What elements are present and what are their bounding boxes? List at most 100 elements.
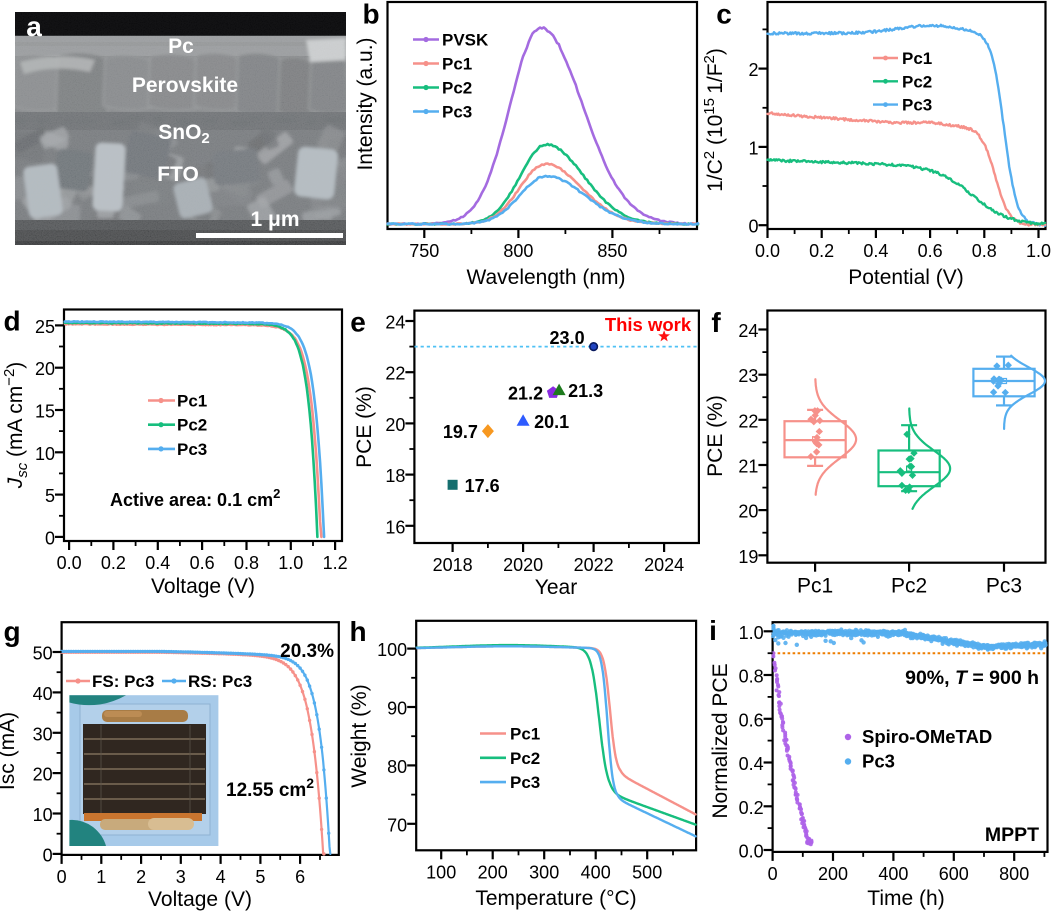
svg-text:Voltage (V): Voltage (V) [151,575,255,598]
svg-text:3: 3 [176,867,186,887]
svg-text:0.6: 0.6 [739,710,764,730]
svg-text:Active area: 0.1 cm2: Active area: 0.1 cm2 [110,486,280,510]
svg-text:1.0: 1.0 [739,623,764,643]
svg-text:Pc1: Pc1 [442,55,472,74]
svg-text:PVSK: PVSK [442,31,489,50]
svg-text:Pc: Pc [168,35,194,58]
svg-text:400: 400 [878,864,908,884]
svg-text:0: 0 [748,217,758,237]
svg-text:Temperature (°C): Temperature (°C) [475,887,636,910]
svg-text:1.0: 1.0 [1026,241,1051,261]
svg-text:400: 400 [581,862,611,882]
svg-text:24: 24 [385,313,405,333]
svg-text:Intensity (a.u.): Intensity (a.u.) [354,37,377,170]
svg-text:0.8: 0.8 [739,667,764,687]
svg-text:200: 200 [478,862,508,882]
svg-text:PCE (%): PCE (%) [704,395,727,477]
svg-text:FS: Pc3: FS: Pc3 [92,672,154,691]
svg-text:1: 1 [96,867,106,887]
svg-text:19.7: 19.7 [443,422,478,442]
svg-text:MPPT: MPPT [985,824,1039,846]
svg-text:19: 19 [738,547,758,567]
svg-text:Pc1: Pc1 [177,392,207,411]
svg-text:RS: Pc3: RS: Pc3 [188,672,252,691]
svg-text:23.0: 23.0 [550,328,585,348]
svg-text:300: 300 [529,862,559,882]
svg-text:800: 800 [999,864,1029,884]
svg-text:Pc3: Pc3 [862,751,895,772]
svg-text:22: 22 [738,411,758,431]
svg-text:20: 20 [385,415,405,435]
svg-text:Normalized PCE: Normalized PCE [709,663,732,818]
svg-text:10: 10 [35,444,55,464]
svg-text:17.6: 17.6 [465,476,500,496]
svg-text:1.0: 1.0 [278,553,303,573]
svg-text:18: 18 [385,466,405,486]
svg-text:Isc (mA): Isc (mA) [0,712,19,790]
svg-text:Pc3: Pc3 [177,440,207,459]
svg-text:2020: 2020 [503,555,543,575]
svg-text:Pc1: Pc1 [797,575,833,598]
svg-text:0.2: 0.2 [739,798,764,818]
svg-text:d: d [3,306,20,337]
svg-text:750: 750 [409,241,439,261]
svg-text:0.2: 0.2 [101,553,126,573]
svg-text:0.0: 0.0 [755,241,780,261]
svg-text:Pc2: Pc2 [510,749,540,768]
svg-text:1/C2 (1015 1/F2): 1/C2 (1015 1/F2) [701,48,727,192]
svg-text:Pc2: Pc2 [891,575,927,598]
svg-text:Wavelength (nm): Wavelength (nm) [466,266,625,289]
svg-text:c: c [716,0,732,30]
svg-text:70: 70 [387,815,407,835]
svg-text:15: 15 [35,402,55,422]
svg-text:0.8: 0.8 [972,241,997,261]
svg-text:Pc1: Pc1 [510,725,540,744]
svg-text:0.2: 0.2 [809,241,834,261]
svg-text:40: 40 [33,684,53,704]
svg-text:80: 80 [387,757,407,777]
svg-text:Pc2: Pc2 [442,79,472,98]
svg-text:Pc3: Pc3 [986,575,1022,598]
svg-text:Year: Year [535,576,577,599]
svg-text:e: e [350,307,366,338]
svg-text:i: i [709,615,717,646]
svg-text:90%, T = 900 h: 90%, T = 900 h [905,667,1039,689]
svg-text:5: 5 [45,486,55,506]
svg-text:0.6: 0.6 [190,553,215,573]
svg-text:0: 0 [57,867,67,887]
svg-text:Potential (V): Potential (V) [848,266,964,289]
svg-text:90: 90 [387,699,407,719]
svg-text:100: 100 [377,640,407,660]
svg-text:2024: 2024 [644,555,684,575]
svg-text:This work: This work [605,314,692,335]
svg-text:Jsc (mA cm−2): Jsc (mA cm−2) [1,362,31,490]
svg-text:PCE (%): PCE (%) [353,386,376,468]
svg-text:Pc2: Pc2 [177,416,207,435]
svg-text:0.0: 0.0 [57,553,82,573]
svg-text:20: 20 [738,502,758,522]
svg-text:30: 30 [33,724,53,744]
svg-text:FTO: FTO [157,163,199,186]
svg-text:2022: 2022 [574,555,614,575]
svg-text:16: 16 [385,517,405,537]
svg-text:23: 23 [738,366,758,386]
svg-text:Pc3: Pc3 [902,96,932,115]
svg-text:g: g [3,616,20,647]
svg-text:800: 800 [503,241,533,261]
svg-text:500: 500 [632,862,662,882]
svg-text:Pc1: Pc1 [902,49,932,68]
svg-text:0: 0 [768,864,778,884]
svg-text:0.4: 0.4 [863,241,888,261]
svg-text:22: 22 [385,364,405,384]
svg-text:0.4: 0.4 [739,754,764,774]
svg-text:1: 1 [748,138,758,158]
svg-text:24: 24 [738,321,758,341]
svg-text:0.4: 0.4 [145,553,170,573]
svg-text:20: 20 [33,765,53,785]
svg-text:20.1: 20.1 [534,412,569,432]
svg-text:10: 10 [33,805,53,825]
svg-text:850: 850 [597,241,627,261]
svg-text:Pc2: Pc2 [902,72,932,91]
svg-text:Weight (%): Weight (%) [348,684,371,787]
svg-text:21.3: 21.3 [568,381,603,401]
